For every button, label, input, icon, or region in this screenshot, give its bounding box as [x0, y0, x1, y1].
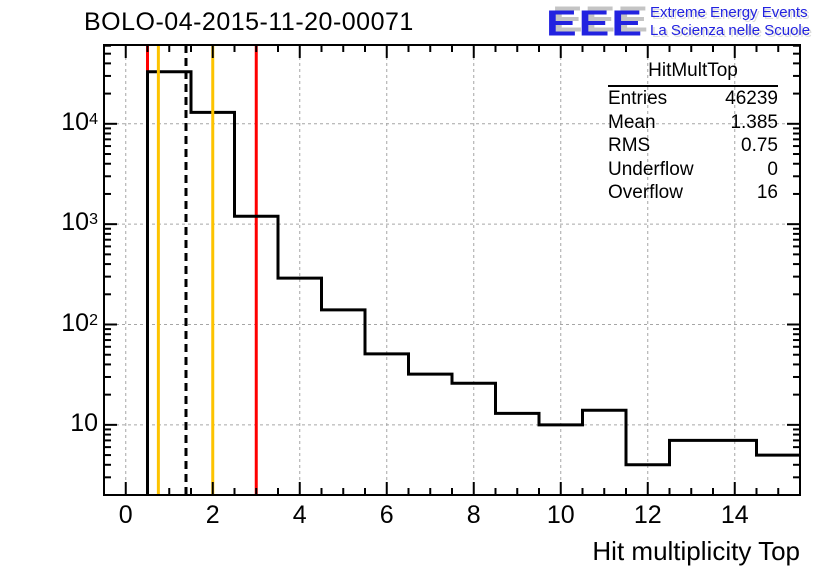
x-tick-label: 14 — [720, 501, 749, 529]
x-tick-label: 0 — [118, 501, 133, 529]
stat-label: Underflow — [608, 158, 694, 180]
y-tick-label: 10 — [70, 408, 98, 437]
x-tick-label: 2 — [205, 501, 220, 529]
histogram-line — [146, 70, 800, 495]
stats-box-title: HitMultTop — [608, 60, 778, 87]
stat-value: 0.75 — [741, 135, 778, 156]
stat-label: Overflow — [608, 182, 683, 203]
stats-row-mean: Mean 1.385 — [608, 111, 778, 135]
stat-label: RMS — [608, 135, 651, 156]
page-title: BOLO-04-2015-11-20-00071 — [84, 8, 414, 36]
eee-logo-subtitle-2: La Scienza nelle Scuole — [650, 22, 811, 39]
x-tick-label: 4 — [292, 501, 307, 529]
x-axis-title: Hit multiplicity Top — [592, 536, 800, 566]
stat-label: Mean — [608, 111, 656, 133]
stats-box: HitMultTop Entries 46239 Mean 1.385 RMS … — [608, 60, 778, 205]
x-tick-label: 6 — [379, 501, 394, 529]
eee-logo-letters: EEE — [546, 2, 645, 44]
y-tick-label: 102 — [61, 308, 98, 337]
stat-value: 46239 — [725, 88, 778, 109]
y-tick-label: 103 — [61, 208, 98, 237]
x-tick-label: 12 — [633, 501, 662, 529]
stat-value: 16 — [756, 182, 778, 203]
x-tick-label: 10 — [546, 501, 575, 529]
stats-row-overflow: Overflow 16 — [608, 181, 778, 205]
stat-value: 0 — [767, 158, 778, 180]
stats-row-rms: RMS 0.75 — [608, 134, 778, 158]
stat-label: Entries — [608, 88, 668, 109]
y-tick-label: 104 — [61, 107, 98, 136]
x-tick-label: 8 — [466, 501, 481, 529]
eee-logo-subtitle-1: Extreme Energy Events — [650, 4, 808, 21]
stat-value: 1.385 — [730, 111, 778, 133]
stats-row-entries: Entries 46239 — [608, 87, 778, 111]
stats-row-underflow: Underflow 0 — [608, 158, 778, 182]
